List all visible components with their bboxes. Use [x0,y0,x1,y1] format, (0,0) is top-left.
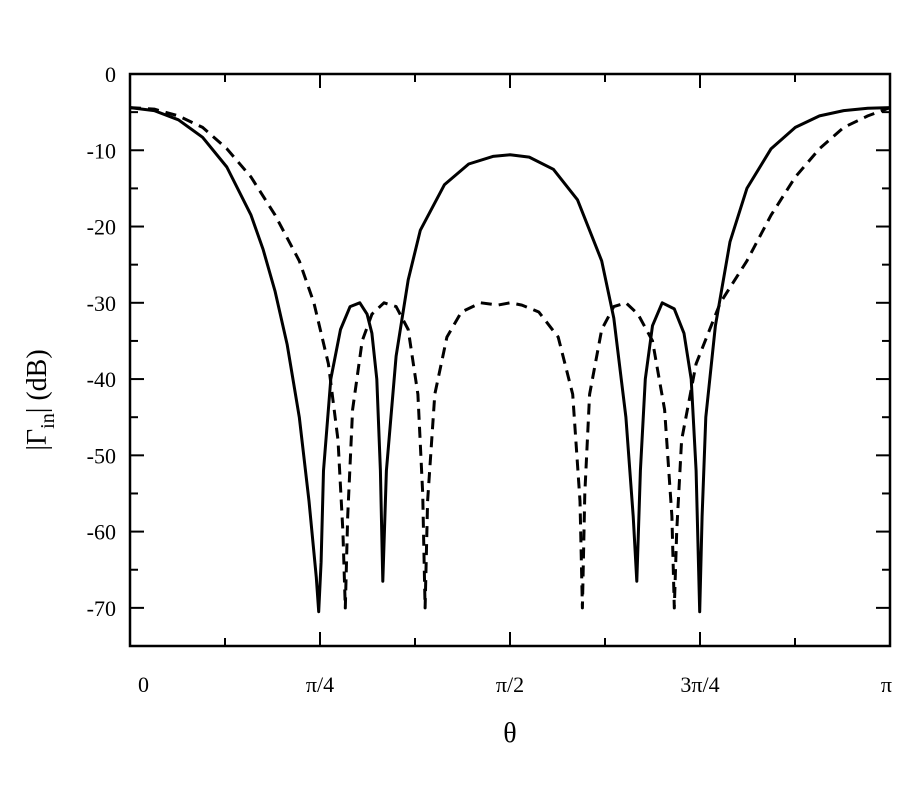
y-axis-title-tail: | (dB) [22,349,53,413]
series-line-solid [129,106,891,614]
x-tick-label: π [881,672,892,697]
y-tick-label: -20 [87,215,116,240]
plot-frame [128,72,892,648]
y-tick-label: -60 [87,520,116,545]
series-group [129,106,891,614]
y-tick-label: -30 [87,291,116,316]
x-tick-label: 0 [138,672,149,697]
x-tick-label: π/4 [306,672,334,697]
y-axis-title-main: |Γ [22,429,53,451]
y-tick-label: -50 [87,443,116,468]
y-tick-labels: 0 -10 -20 -30 -40 -50 -60 -70 [87,62,116,621]
y-tick-label: 0 [105,62,116,87]
y-tick-label: -40 [87,367,116,392]
y-tick-label: -70 [87,596,116,621]
x-tick-labels: 0 π/4 π/2 3π/4 π [138,672,892,697]
x-axis-title: θ [503,718,516,749]
tick-marks [129,73,891,646]
series-line-dashed [129,106,891,610]
y-axis-title: |Γin| (dB) [22,349,59,450]
y-tick-label: -10 [87,138,116,163]
y-axis-title-sub: in [37,413,59,429]
x-tick-label: 3π/4 [680,672,719,697]
x-tick-label: π/2 [496,672,524,697]
